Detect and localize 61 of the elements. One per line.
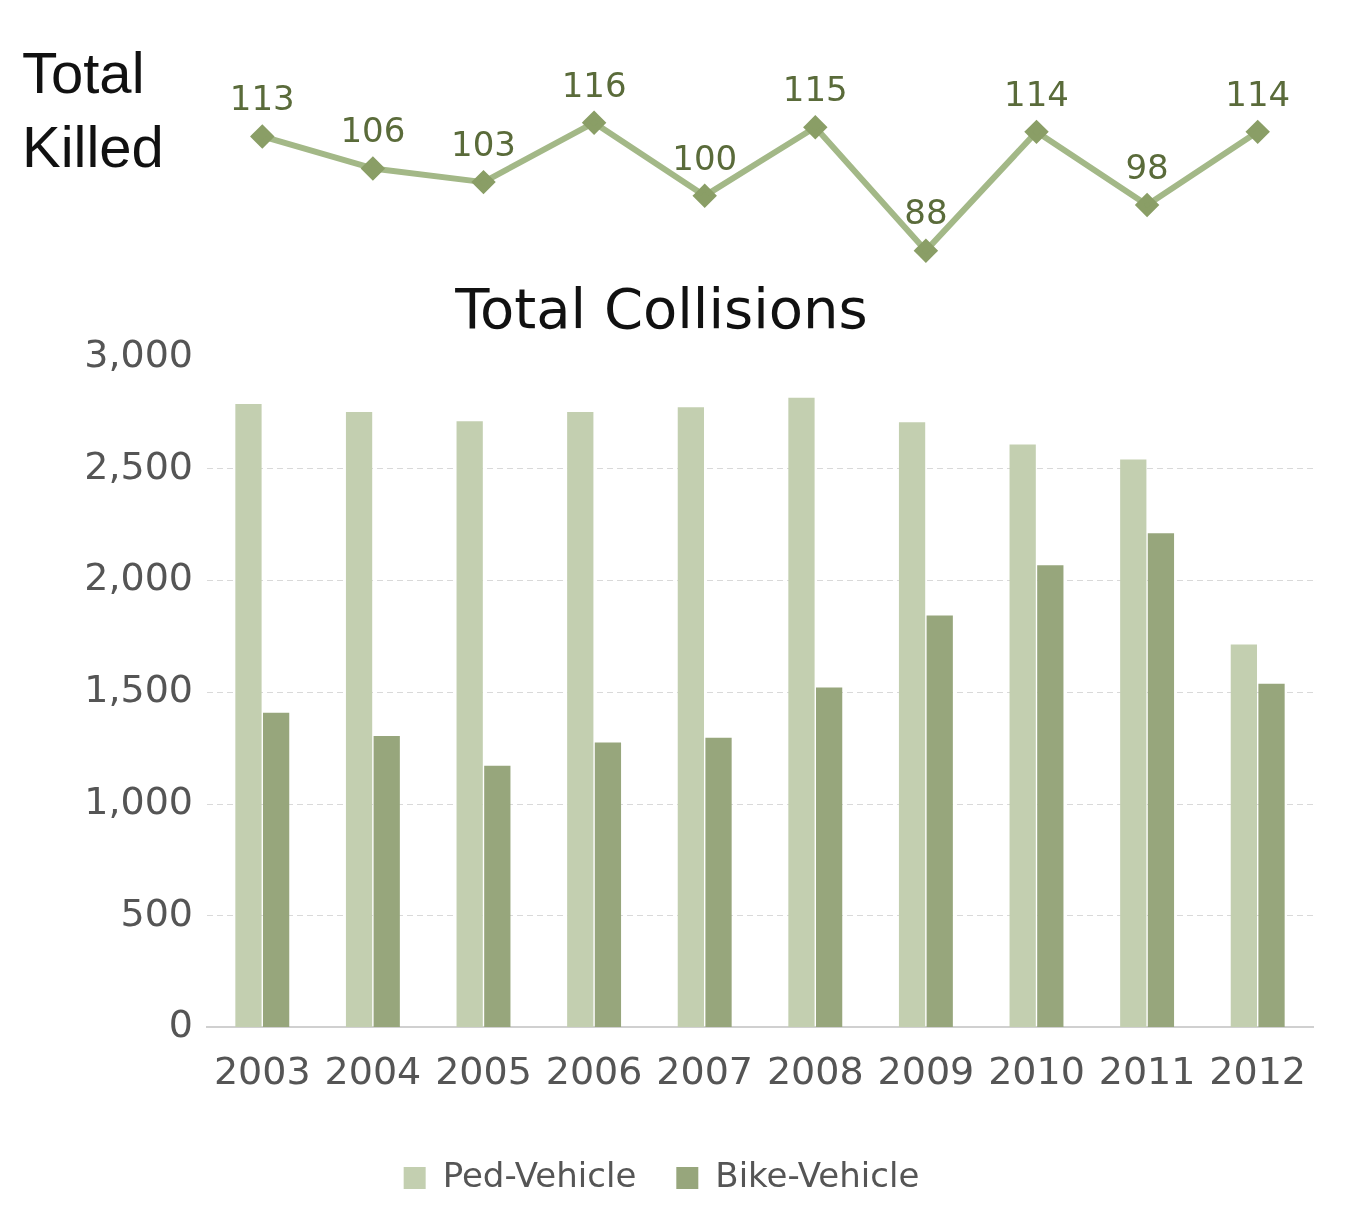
x-tick-label: 2009 bbox=[877, 1049, 975, 1094]
chart-title: Total Collisions bbox=[454, 276, 868, 342]
y-tick-label: 1,500 bbox=[84, 667, 193, 712]
point bbox=[1136, 193, 1159, 216]
bar bbox=[1258, 683, 1285, 1027]
data-label: 114 bbox=[1225, 73, 1291, 114]
bar bbox=[898, 422, 926, 1027]
bar bbox=[235, 404, 262, 1027]
data-label: 114 bbox=[1004, 73, 1069, 114]
bar bbox=[567, 411, 594, 1027]
x-tick-label: 2011 bbox=[1098, 1049, 1196, 1094]
x-tick-label: 2005 bbox=[435, 1049, 532, 1094]
data-label: 100 bbox=[672, 137, 738, 178]
data-label: 115 bbox=[782, 69, 848, 110]
bar bbox=[788, 397, 815, 1027]
data-label: 98 bbox=[1125, 146, 1169, 187]
data-label: 103 bbox=[451, 123, 516, 164]
y-tick-label: 0 bbox=[168, 1002, 193, 1047]
x-tick-label: 2012 bbox=[1209, 1049, 1307, 1094]
legend-label: Ped-Vehicle bbox=[442, 1154, 637, 1195]
bar bbox=[484, 765, 511, 1027]
bar bbox=[1009, 444, 1036, 1027]
data-label: 106 bbox=[340, 110, 406, 151]
x-tick-label: 2004 bbox=[324, 1049, 422, 1094]
point bbox=[804, 116, 827, 139]
x-tick-label: 2010 bbox=[988, 1049, 1085, 1094]
data-label: 113 bbox=[229, 78, 295, 119]
data-label: 116 bbox=[561, 64, 627, 105]
point bbox=[693, 184, 716, 207]
bar bbox=[345, 411, 373, 1027]
x-tick-label: 2006 bbox=[545, 1049, 643, 1094]
point bbox=[251, 125, 274, 148]
bar bbox=[456, 421, 483, 1027]
y-tick-label: 3,000 bbox=[84, 332, 193, 377]
y-tick-label: 2,500 bbox=[84, 443, 193, 488]
point bbox=[914, 239, 937, 262]
point bbox=[583, 111, 606, 134]
bar bbox=[926, 615, 953, 1027]
point bbox=[472, 171, 495, 194]
bar bbox=[262, 712, 290, 1027]
point bbox=[1246, 120, 1269, 143]
y-tick-label: 2,000 bbox=[84, 555, 193, 600]
bar bbox=[815, 687, 843, 1027]
bar bbox=[1037, 565, 1064, 1027]
legend-label: Bike-Vehicle bbox=[715, 1154, 920, 1195]
bar bbox=[1147, 533, 1175, 1027]
bar bbox=[373, 736, 400, 1027]
bar bbox=[705, 737, 732, 1027]
y-tick-label: 1,000 bbox=[84, 778, 193, 823]
x-tick-label: 2008 bbox=[766, 1049, 864, 1094]
bar bbox=[594, 742, 622, 1027]
bar bbox=[1230, 644, 1258, 1027]
data-label: 88 bbox=[904, 192, 948, 233]
bar bbox=[677, 407, 705, 1027]
y-tick-label: 500 bbox=[120, 890, 193, 935]
chart-title: Total Killed bbox=[22, 39, 165, 181]
bar bbox=[1120, 459, 1147, 1027]
point bbox=[1025, 120, 1048, 143]
x-tick-label: 2007 bbox=[656, 1049, 754, 1094]
x-tick-label: 2003 bbox=[213, 1049, 311, 1094]
point bbox=[361, 157, 384, 180]
